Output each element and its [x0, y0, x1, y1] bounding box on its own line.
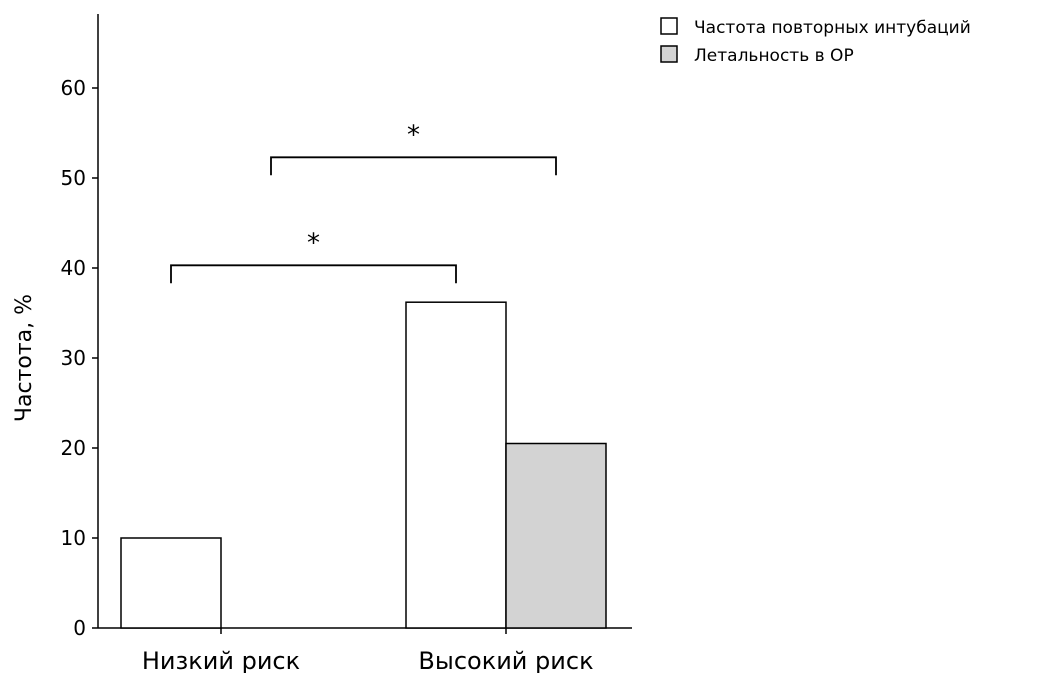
- x-category-label: Высокий риск: [418, 647, 593, 673]
- y-tick-label: 0: [73, 616, 86, 640]
- legend-label: Летальность в ОР: [694, 46, 854, 66]
- significance-bracket: [170, 264, 457, 284]
- y-tick-label: 30: [61, 346, 86, 370]
- y-tick-label: 50: [61, 166, 86, 190]
- legend-label: Частота повторных интубаций: [694, 18, 971, 38]
- bar-reintubation-low-risk: [120, 537, 222, 629]
- plot-area: 0 10 20 30 40 50 60 Частота, % Низкий риск Высоки…: [12, 14, 632, 673]
- significance-star: *: [407, 120, 420, 150]
- significance-star: *: [307, 228, 320, 258]
- bar-mortality-high-risk: [505, 442, 607, 629]
- y-tick-label: 10: [61, 526, 86, 550]
- y-axis-label: Частота, %: [12, 294, 37, 422]
- legend-swatch: [660, 17, 678, 35]
- legend-swatch: [660, 45, 678, 63]
- bar-reintubation-high-risk: [405, 301, 507, 629]
- y-tick-label: 40: [61, 256, 86, 280]
- x-category-label: Низкий риск: [142, 647, 300, 673]
- y-tick-label: 20: [61, 436, 86, 460]
- legend: Частота повторных интубаций Летальность в…: [660, 17, 971, 66]
- significance-bracket: [270, 156, 557, 176]
- y-tick-label: 60: [61, 76, 86, 100]
